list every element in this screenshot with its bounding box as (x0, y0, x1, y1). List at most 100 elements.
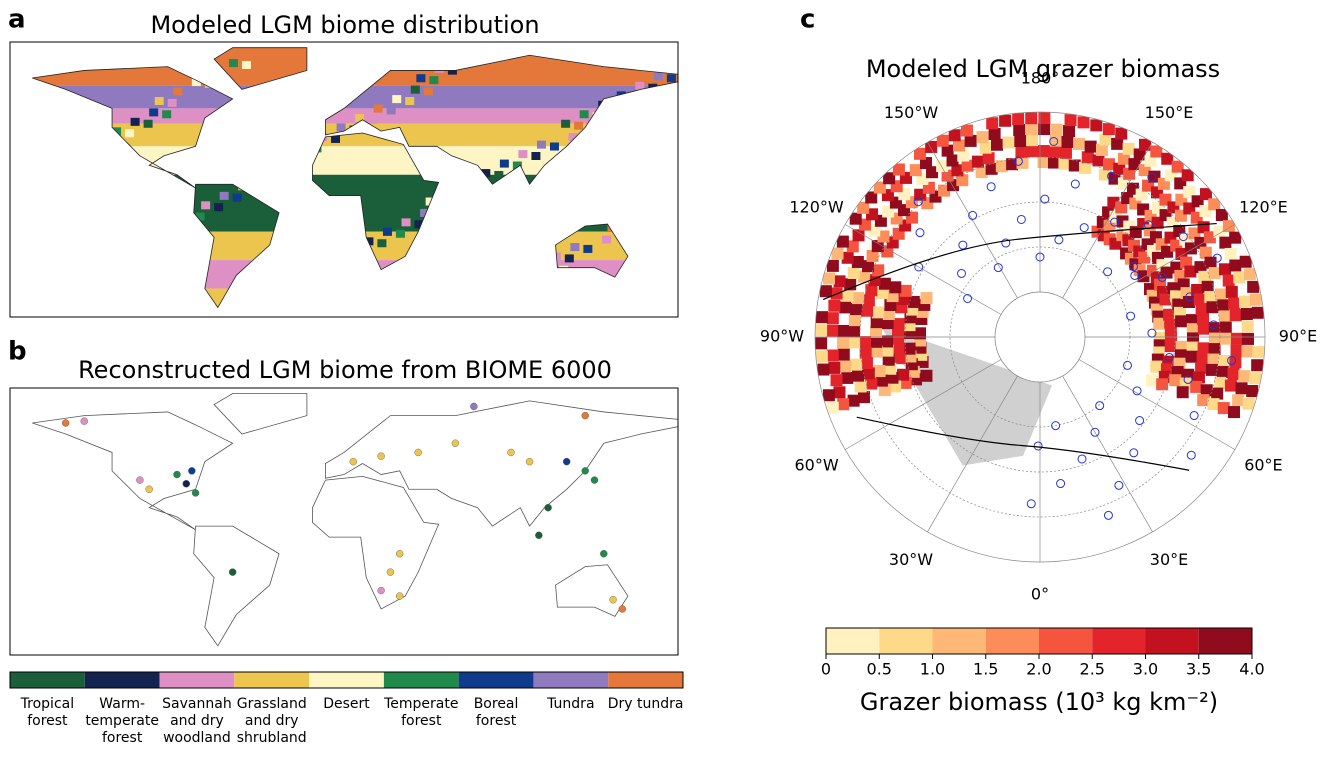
biomass-cell (861, 305, 873, 317)
biome-cell (183, 211, 192, 219)
site (1133, 387, 1141, 395)
biomass-cell (827, 350, 839, 362)
biome-cell (75, 146, 84, 154)
map-frame (10, 388, 678, 655)
biomass-cell (834, 275, 846, 287)
biomass-cell (860, 347, 872, 359)
site (1071, 180, 1079, 188)
biomass-cell (1209, 333, 1221, 345)
biome-cell (556, 131, 565, 139)
site (508, 449, 515, 456)
longitude-label: 180° (1021, 69, 1060, 88)
biome-cell (611, 103, 620, 111)
biome-cell (565, 254, 574, 262)
biome-cell (19, 175, 28, 183)
biome-cell (270, 175, 279, 183)
site (1187, 451, 1195, 459)
biome-cell (368, 116, 377, 124)
biomass-cell (1232, 394, 1244, 406)
biomass-cell (1214, 377, 1226, 389)
biomass-cell (1239, 296, 1251, 308)
biomass-cell (986, 117, 998, 129)
biomass-cell (1240, 256, 1252, 268)
biomass-cell (983, 152, 995, 164)
site (582, 467, 589, 474)
biomass-cell (1229, 260, 1241, 272)
biome-cell (429, 76, 438, 84)
site (387, 569, 394, 576)
legend-swatch (533, 672, 608, 688)
biomass-cell (889, 281, 901, 293)
biome-cell (69, 158, 78, 166)
biome-cell (94, 137, 103, 145)
biome-cell (238, 182, 247, 190)
biomass-cell (1228, 298, 1240, 310)
biome-cell (364, 237, 373, 245)
site (452, 440, 459, 447)
biomass-cell (1146, 374, 1158, 386)
pole-cap (995, 292, 1085, 382)
biomass-cell (1208, 354, 1220, 366)
biome-cell (550, 143, 559, 151)
legend-label: forest (401, 713, 442, 729)
biomass-cell (848, 395, 860, 407)
biomass-cell (1252, 307, 1264, 319)
colorbar-tick-label: 2.5 (1080, 660, 1105, 679)
longitude-label: 90°E (1279, 327, 1317, 346)
biomass-cell (816, 311, 828, 323)
biomass-cell (828, 300, 840, 312)
biome-band (10, 289, 678, 317)
biomass-cell (921, 292, 933, 304)
biome-cell (17, 65, 26, 73)
biomass-cell (1197, 394, 1209, 406)
biome-cell (299, 143, 308, 151)
legend-label: temperate (85, 713, 159, 729)
biomass-cell (849, 314, 861, 326)
colorbar-label: Grazer biomass (10³ kg km⁻²) (860, 688, 1218, 716)
biomass-cell (1090, 119, 1102, 131)
colorbar-bin (1199, 628, 1252, 654)
biome-cell (531, 152, 540, 160)
biome-cell (663, 196, 672, 204)
biomass-cell (1186, 351, 1198, 363)
biome-cell (201, 201, 210, 209)
biomass-cell (1251, 359, 1263, 371)
biomass-cell (855, 380, 867, 392)
biomass-cell (1220, 333, 1232, 345)
land-fill (10, 42, 685, 317)
biome-cell (322, 268, 331, 276)
biomass-cell (1078, 116, 1090, 128)
biomass-cell (852, 292, 864, 304)
biome-cell (561, 120, 570, 128)
coastline (325, 401, 678, 526)
biome-cell (444, 188, 453, 196)
biomass-cell (1219, 263, 1231, 275)
biome-cell (405, 97, 414, 105)
colorbar-bin (879, 628, 932, 654)
panel-letter: c (800, 5, 815, 35)
colorbar-tick-label: 1.0 (920, 660, 945, 679)
biome-cell (279, 298, 288, 306)
biome-cell (580, 110, 589, 118)
site (1017, 215, 1025, 223)
legend-label: Desert (323, 696, 370, 712)
biomass-cell (1150, 361, 1162, 373)
biomass-cell (1218, 402, 1230, 414)
biomass-cell (1060, 147, 1072, 159)
biome-cell (620, 226, 629, 234)
biomass-cell (1190, 381, 1202, 393)
legend-swatch (10, 672, 85, 688)
biome-cell (140, 241, 149, 249)
site (1190, 412, 1198, 420)
longitude-label: 150°W (884, 103, 939, 122)
biomass-cell (897, 369, 909, 381)
biomass-cell (1242, 333, 1254, 345)
colorbar-tick-label: 0 (821, 660, 831, 679)
coastline (214, 394, 307, 435)
biome-cell (177, 222, 186, 230)
biome-cell (56, 156, 65, 164)
biome-cell (298, 289, 307, 297)
biome-cell (426, 198, 435, 206)
biome-cell (229, 59, 238, 67)
panel-title: Reconstructed LGM biome from BIOME 6000 (78, 356, 612, 384)
